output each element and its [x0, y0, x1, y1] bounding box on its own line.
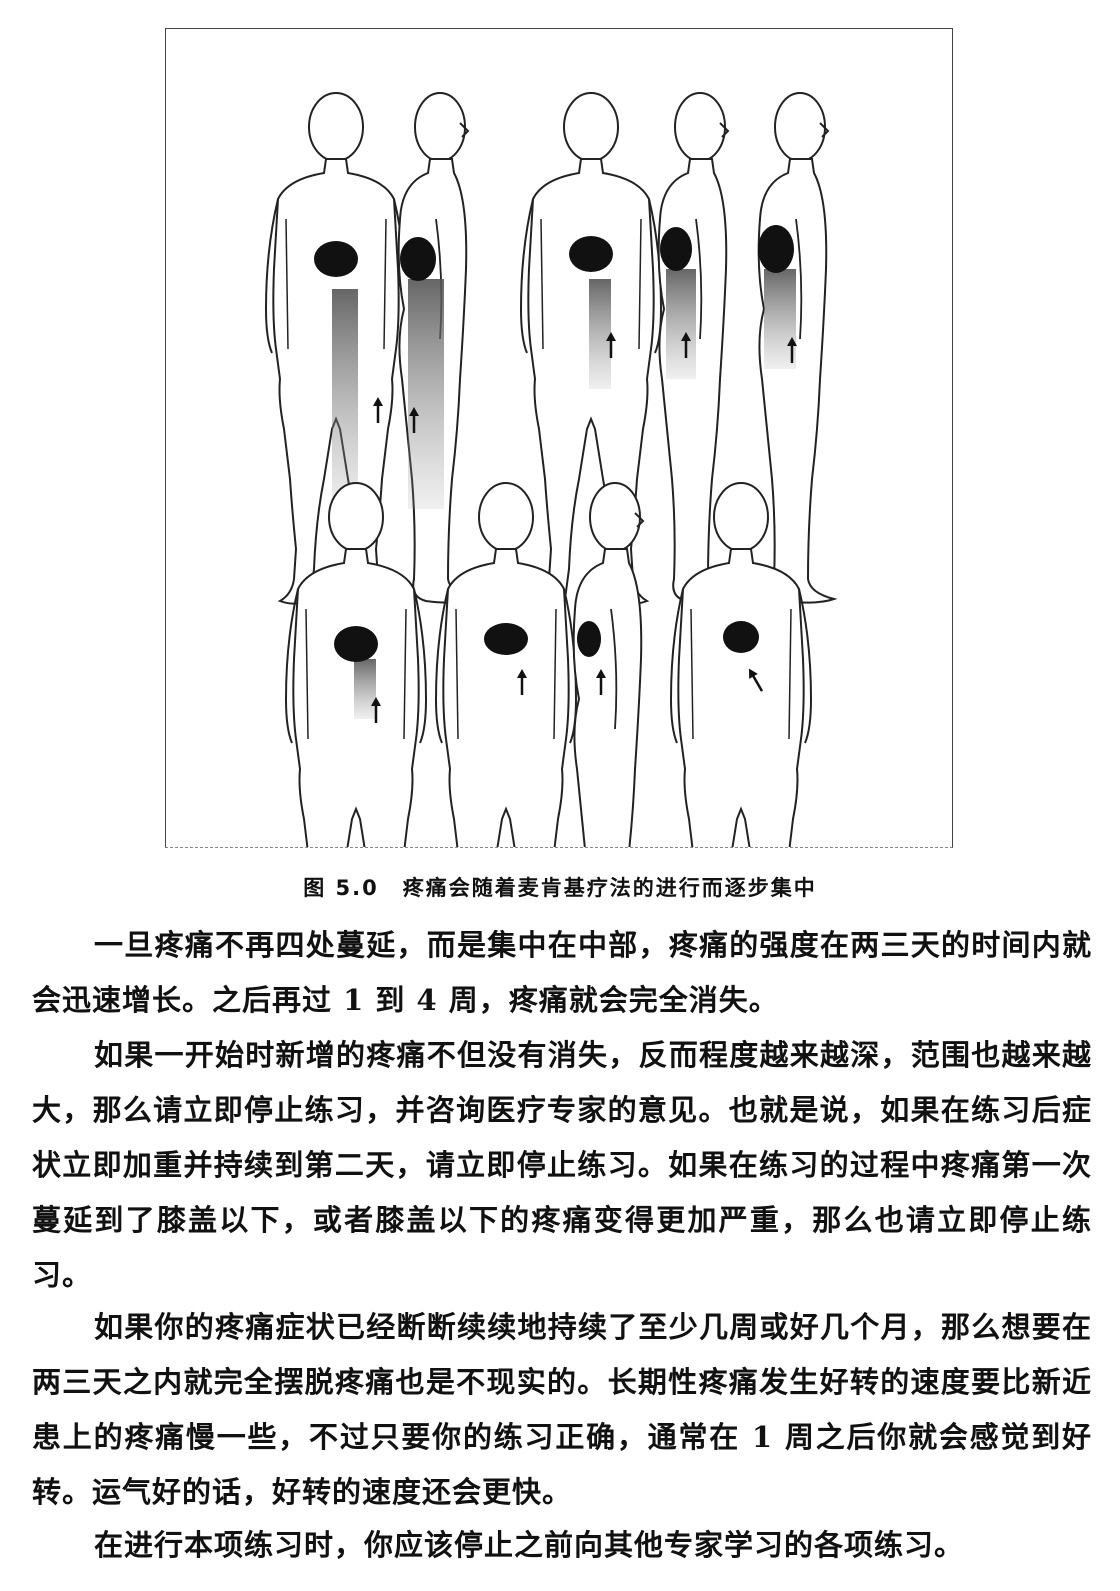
body-paragraph: 一旦疼痛不再四处蔓延，而是集中在中部，疼痛的强度在两三天的时间内就会迅速增长。之… [32, 928, 1092, 1017]
figure-stage-6-back [670, 482, 812, 847]
pain-centralization-illustration [265, 92, 835, 847]
figure-stage-2-back [520, 92, 662, 605]
figure-caption-text: 疼痛会随着麦肯基疗法的进行而逐步集中 [402, 876, 817, 900]
figure-stage-2-side [657, 92, 735, 604]
figure-stage-4-back [285, 482, 427, 847]
figure-stage-1-back [265, 92, 407, 605]
body-paragraph: 在进行本项练习时，你应该停止之前向其他专家学习的各项练习。 [94, 1528, 965, 1562]
figure-caption: 图 5.0 疼痛会随着麦肯基疗法的进行而逐步集中 [0, 872, 1120, 902]
figure-stage-1-side [397, 92, 475, 604]
figure [165, 28, 953, 848]
figure-stage-5-back [435, 482, 577, 847]
figure-number: 图 5.0 [303, 876, 379, 900]
figure-stage-5-side [572, 482, 650, 847]
body-paragraph: 如果一开始时新增的疼痛不但没有消失，反而程度越来越深，范围也越来越大，那么请立即… [32, 1038, 1092, 1292]
body-paragraph: 如果你的疼痛症状已经断断续续地持续了至少几周或好几个月，那么想要在两三天之内就完… [32, 1310, 1092, 1509]
figure-stage-3-side [757, 92, 835, 604]
